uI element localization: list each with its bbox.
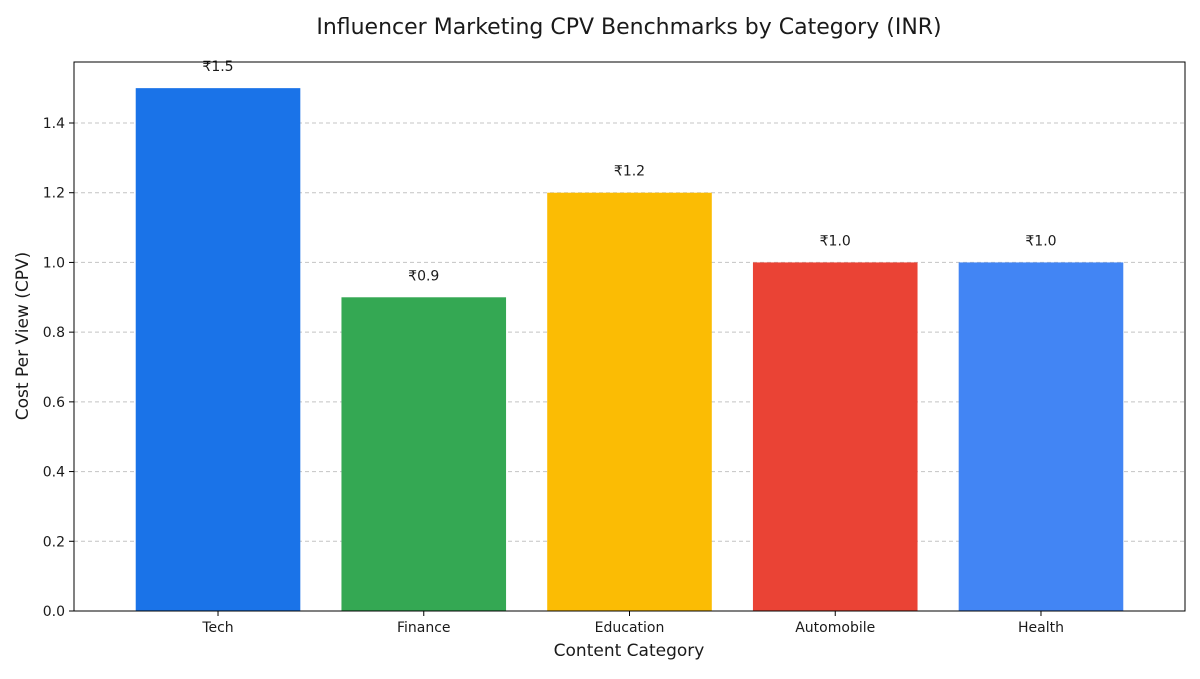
y-tick-label: 0.6 (43, 395, 65, 411)
y-tick-label: 1.0 (43, 255, 65, 271)
x-tick-label: Health (1018, 620, 1064, 636)
bar-health (958, 262, 1124, 611)
data-labels: ₹1.5 ₹0.9 ₹1.2 ₹1.0 ₹1.0 (202, 59, 1056, 284)
bars (135, 88, 1124, 611)
data-label-tech: ₹1.5 (202, 59, 233, 75)
x-tick-label: Automobile (795, 620, 875, 636)
bar-automobile (752, 262, 918, 611)
x-axis-ticks: Tech Finance Education Automobile Health (201, 611, 1064, 636)
x-tick-label: Education (595, 620, 665, 636)
data-label-education: ₹1.2 (614, 164, 645, 180)
y-tick-label: 1.2 (43, 186, 65, 202)
y-axis-label: Cost Per View (CPV) (13, 252, 33, 420)
y-tick-label: 0.4 (43, 465, 65, 481)
x-tick-label: Tech (201, 620, 233, 636)
x-axis-label: Content Category (554, 641, 705, 661)
data-label-automobile: ₹1.0 (820, 233, 851, 249)
y-tick-label: 0.0 (43, 604, 65, 620)
y-tick-label: 0.8 (43, 325, 65, 341)
data-label-health: ₹1.0 (1025, 233, 1056, 249)
data-label-finance: ₹0.9 (408, 268, 439, 284)
bar-education (547, 192, 712, 611)
chart-title: Influencer Marketing CPV Benchmarks by C… (316, 15, 941, 40)
bar-finance (341, 297, 507, 611)
bar-tech (135, 88, 301, 611)
x-tick-label: Finance (397, 620, 451, 636)
y-axis-ticks: 0.0 0.2 0.4 0.6 0.8 1.0 1.2 1.4 (43, 116, 74, 620)
y-tick-label: 0.2 (43, 534, 65, 550)
y-tick-label: 1.4 (43, 116, 65, 132)
